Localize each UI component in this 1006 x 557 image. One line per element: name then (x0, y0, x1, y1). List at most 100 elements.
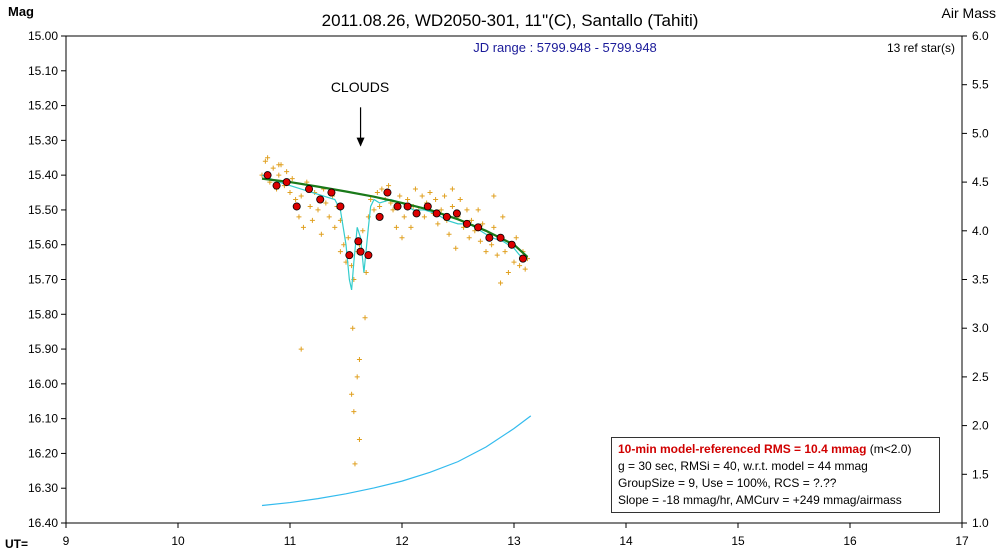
ref-stars-count: 13 ref star(s) (887, 41, 955, 55)
y2-tick-label: 1.0 (972, 516, 989, 530)
raw-point (300, 224, 306, 230)
raw-point (287, 190, 293, 196)
raw-point (489, 242, 495, 248)
raw-point (442, 193, 448, 199)
raw-point (446, 231, 452, 237)
raw-point (289, 176, 295, 182)
raw-point (505, 270, 511, 276)
y-tick-label: 16.10 (28, 412, 58, 426)
raw-point (427, 190, 433, 196)
raw-point (360, 228, 366, 234)
raw-point (345, 235, 351, 241)
raw-point (309, 217, 315, 223)
legend-rms-value: 10-min model-referenced RMS = 10.4 mmag (618, 442, 867, 456)
raw-point (401, 214, 407, 220)
raw-point (354, 374, 360, 380)
y-tick-label: 15.10 (28, 64, 58, 78)
model-curve (261, 177, 529, 258)
raw-point (517, 263, 523, 269)
raw-point (475, 207, 481, 213)
y-tick-label: 15.80 (28, 307, 58, 321)
raw-point (315, 207, 321, 213)
y-tick-label: 15.60 (28, 238, 58, 252)
raw-point (332, 224, 338, 230)
raw-point (397, 193, 403, 199)
raw-point (362, 315, 368, 321)
raw-point (276, 162, 282, 168)
x-tick-label: 14 (619, 534, 633, 548)
y-tick-label: 15.50 (28, 203, 58, 217)
binned-point (423, 202, 432, 211)
raw-point (419, 193, 425, 199)
raw-point (284, 169, 290, 175)
y-tick-label: 15.40 (28, 168, 58, 182)
raw-point (374, 190, 380, 196)
raw-point (390, 207, 396, 213)
y-axis-label: Mag (8, 4, 34, 19)
binned-point (305, 185, 314, 194)
y2-tick-label: 3.0 (972, 321, 989, 335)
raw-point (393, 224, 399, 230)
raw-point (368, 196, 374, 202)
binned-point (327, 188, 336, 197)
jd-range: JD range : 5799.948 - 5799.948 (473, 40, 657, 55)
y2-tick-label: 3.5 (972, 273, 989, 287)
binned-point (356, 247, 365, 256)
raw-point (464, 207, 470, 213)
raw-point (351, 409, 357, 415)
binned-point (507, 240, 516, 249)
x-axis-label: UT= (5, 537, 28, 551)
raw-point (466, 235, 472, 241)
y2-tick-label: 4.5 (972, 175, 989, 189)
raw-point (293, 196, 299, 202)
raw-point (453, 245, 459, 251)
binned-point (336, 202, 345, 211)
raw-point (298, 346, 304, 352)
binned-point (383, 188, 392, 197)
binned-point (412, 209, 421, 218)
x-tick-label: 16 (843, 534, 857, 548)
y-tick-label: 16.20 (28, 446, 58, 460)
x-tick-label: 17 (955, 534, 969, 548)
raw-point (356, 437, 362, 443)
raw-point (449, 186, 455, 192)
raw-point (337, 249, 343, 255)
raw-point (379, 186, 385, 192)
raw-point (491, 224, 497, 230)
legend-line-rms: 10-min model-referenced RMS = 10.4 mmag … (618, 441, 933, 458)
raw-point (468, 217, 474, 223)
raw-point (412, 186, 418, 192)
x-tick-label: 9 (63, 534, 70, 548)
raw-point (511, 259, 517, 265)
legend-rms-condition: (m<2.0) (866, 442, 912, 456)
raw-point (405, 196, 411, 202)
binned-point (316, 195, 325, 204)
raw-point (350, 325, 356, 331)
raw-point (513, 235, 519, 241)
raw-point (449, 203, 455, 209)
binned-point (393, 202, 402, 211)
raw-point (262, 158, 268, 164)
raw-point (318, 231, 324, 237)
raw-point (502, 249, 508, 255)
y-tick-label: 15.90 (28, 342, 58, 356)
binned-point (442, 212, 451, 221)
binned-point (263, 171, 272, 180)
y2-tick-label: 5.5 (972, 78, 989, 92)
legend-line-sampling: g = 30 sec, RMSi = 40, w.r.t. model = 44… (618, 459, 868, 473)
raw-point (349, 391, 355, 397)
raw-point (408, 224, 414, 230)
y-tick-label: 16.00 (28, 377, 58, 391)
raw-point (522, 266, 528, 272)
raw-point (433, 196, 439, 202)
y2-tick-label: 6.0 (972, 29, 989, 43)
y2-axis-label: Air Mass (942, 5, 996, 21)
binned-point (496, 233, 505, 242)
clouds-annotation: CLOUDS (331, 79, 389, 95)
raw-point (265, 155, 271, 161)
raw-point (494, 252, 500, 258)
binned-point (452, 209, 461, 218)
raw-point (435, 221, 441, 227)
raw-point (480, 221, 486, 227)
raw-point (457, 196, 463, 202)
